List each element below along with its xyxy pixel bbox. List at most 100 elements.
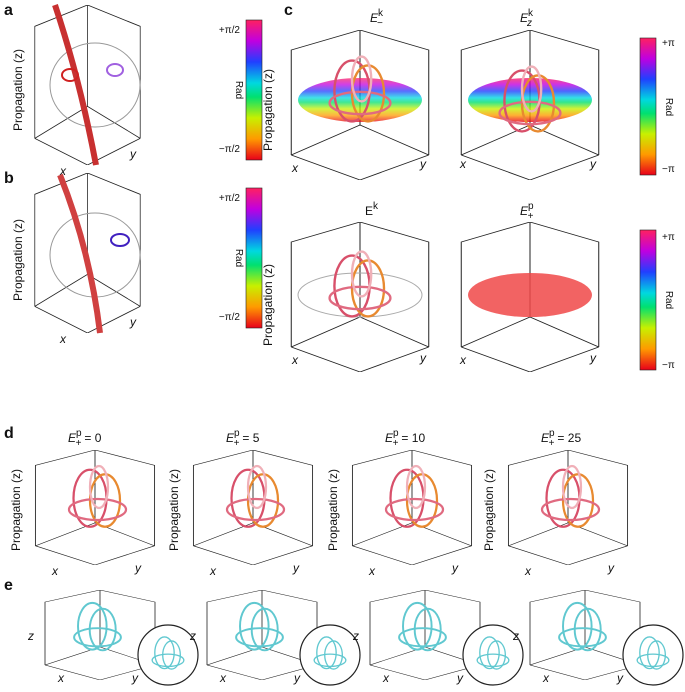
x-label: x — [209, 564, 217, 578]
y-label: y — [456, 671, 464, 685]
x-label: x — [291, 353, 299, 367]
y-label: y — [293, 671, 301, 685]
x-label: x — [368, 564, 376, 578]
colorbar-title: Rad — [233, 81, 244, 99]
y-label: y — [129, 315, 137, 329]
x-label: x — [59, 164, 67, 178]
plot-title: Ep + = 5 — [226, 428, 260, 449]
panel-label: a — [4, 2, 13, 19]
inset — [622, 624, 684, 686]
tube — [57, 173, 103, 334]
x-label: x — [59, 332, 67, 346]
y-label: y — [451, 561, 459, 575]
knot — [557, 601, 608, 652]
knot — [225, 464, 286, 529]
panel-d: Ep + = 0 Propagation (z) x y Ep + = 5 Propagation… — [9, 428, 629, 578]
colorbar-top: +π — [662, 38, 675, 49]
knot — [67, 464, 128, 529]
z-label: Propagation (z) — [261, 264, 275, 346]
x-label: x — [57, 671, 65, 685]
axes-box — [44, 590, 156, 680]
y-label: y — [616, 671, 624, 685]
plot-title: Ep + — [520, 201, 534, 222]
knot — [397, 601, 448, 652]
colorbar-bottom: −π/2 — [219, 312, 241, 323]
axes-box — [529, 590, 641, 680]
x-label: x — [542, 671, 550, 685]
colorbar-top: +π — [662, 232, 675, 243]
panel-e: z x y z x y z x y z x y — [27, 590, 684, 686]
plot-title: Ek − — [370, 8, 384, 29]
panel-label: c — [284, 2, 293, 19]
tube — [52, 4, 99, 166]
y-label: y — [589, 157, 597, 171]
y-label: y — [134, 561, 142, 575]
x-label: x — [459, 157, 467, 171]
knot — [72, 601, 123, 652]
y-label: y — [419, 351, 427, 365]
field-disc — [468, 78, 592, 122]
knot — [234, 601, 285, 652]
plot-title: Ep + = 25 — [541, 428, 581, 449]
y-label: y — [131, 671, 139, 685]
z-label: Propagation (z) — [261, 69, 275, 151]
z-label: z — [27, 629, 34, 643]
z-label: Propagation (z) — [9, 469, 23, 551]
y-label: y — [419, 157, 427, 171]
x-label: x — [291, 161, 299, 175]
z-label: Propagation (z) — [326, 469, 340, 551]
colorbar-top: +π/2 — [219, 25, 241, 36]
colorbar — [639, 229, 657, 371]
colorbar — [639, 37, 657, 176]
axes-box — [206, 590, 318, 680]
y-label: y — [129, 147, 137, 161]
y-label: y — [607, 561, 615, 575]
z-label: z — [189, 629, 196, 643]
x-label: x — [382, 671, 390, 685]
inset — [137, 624, 199, 686]
colorbar-top: +π/2 — [219, 193, 241, 204]
z-label: Propagation (z) — [482, 469, 496, 551]
plot-title: Ek z — [520, 8, 534, 29]
vortex — [61, 68, 79, 82]
z-label: Propagation (z) — [11, 49, 25, 131]
panel-label: d — [4, 425, 14, 442]
colorbar-bottom: −π — [662, 164, 675, 175]
x-label: x — [459, 353, 467, 367]
knot — [384, 464, 445, 529]
colorbar-bottom: −π — [662, 360, 675, 371]
disc — [49, 42, 141, 128]
axes-box — [369, 590, 481, 680]
axes-box — [34, 5, 141, 165]
colorbar-bottom: −π/2 — [219, 144, 241, 155]
field-disc — [468, 273, 592, 317]
field-disc — [297, 272, 423, 318]
knot — [540, 464, 601, 529]
z-label: Propagation (z) — [11, 219, 25, 301]
x-label: x — [51, 564, 59, 578]
colorbar — [245, 187, 263, 329]
inset — [462, 624, 524, 686]
colorbar — [245, 19, 263, 161]
plot-title: Ep + = 10 — [385, 428, 425, 449]
z-label: z — [352, 629, 359, 643]
y-label: y — [589, 351, 597, 365]
z-label: Propagation (z) — [167, 469, 181, 551]
colorbar-title: Rad — [663, 291, 674, 309]
colorbar-title: Rad — [663, 98, 674, 116]
plot-title: Ek — [365, 201, 379, 218]
colorbar-title: Rad — [233, 249, 244, 267]
x-label: x — [219, 671, 227, 685]
plot-title: Ep + = 0 — [68, 428, 102, 449]
inset — [299, 624, 361, 686]
x-label: x — [524, 564, 532, 578]
vortex — [106, 63, 124, 77]
y-label: y — [292, 561, 300, 575]
panel-label: e — [4, 577, 13, 594]
panel-label: b — [4, 170, 14, 187]
z-label: z — [512, 629, 519, 643]
vortex — [110, 233, 130, 247]
